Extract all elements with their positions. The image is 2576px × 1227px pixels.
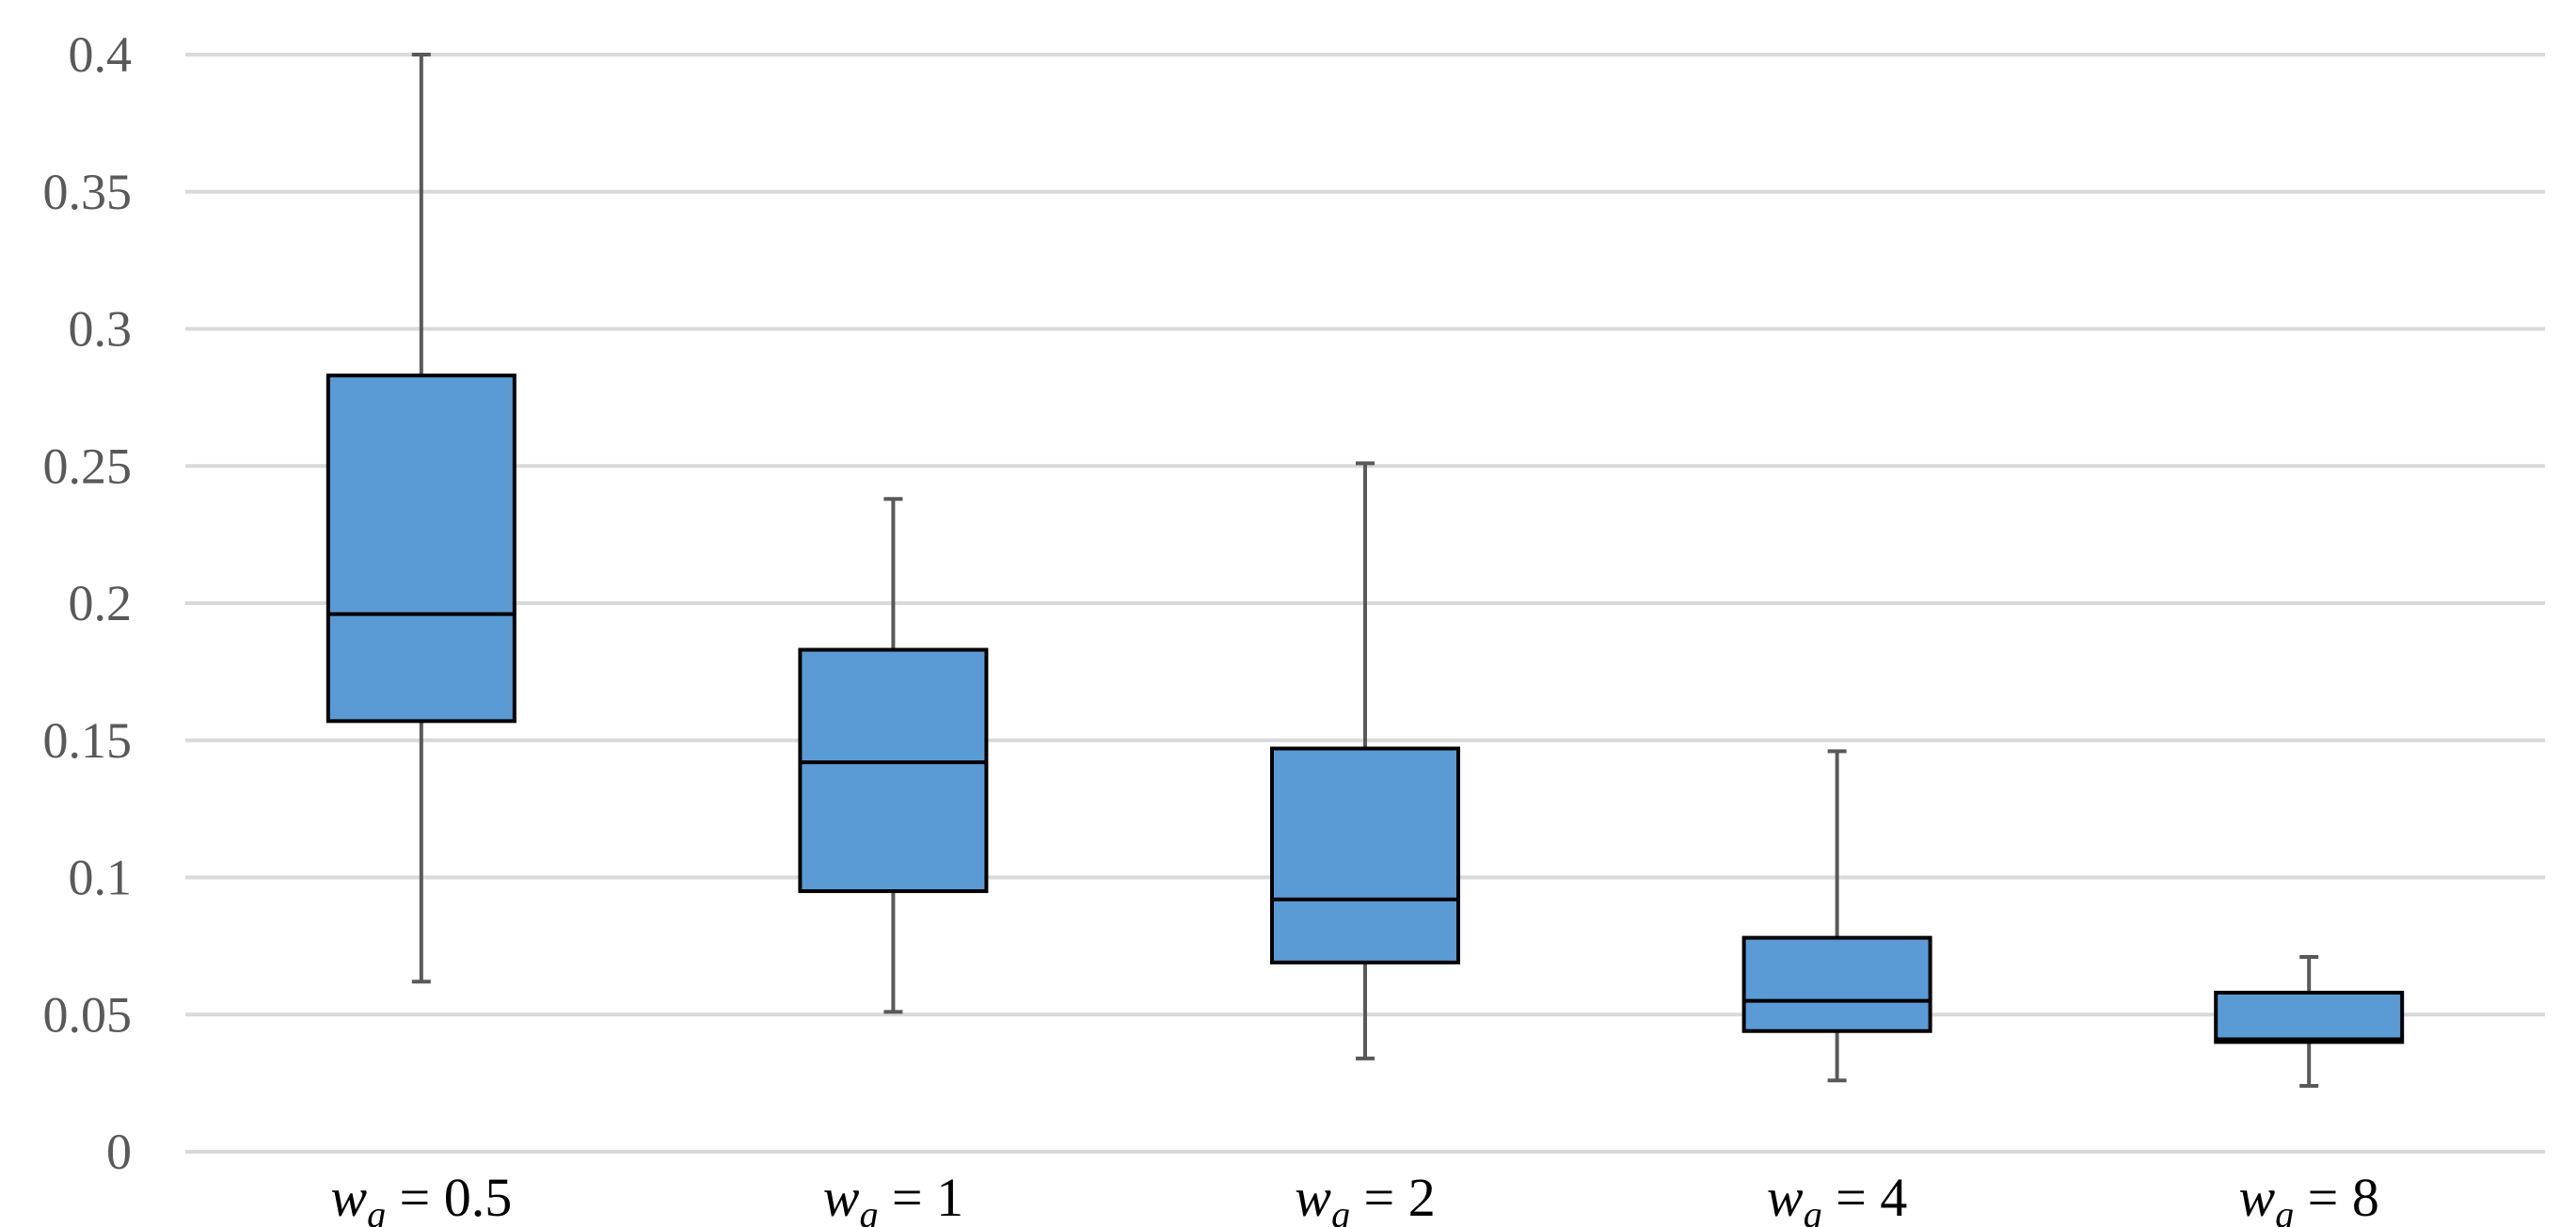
x-tick-relation: = (1822, 1167, 1881, 1227)
x-tick-var: w (1295, 1167, 1331, 1227)
y-tick-label: 0.3 (69, 301, 133, 358)
y-tick-label: 0.25 (43, 438, 133, 494)
boxes (326, 53, 2405, 1089)
x-tick-label: wg = 0.5 (330, 1167, 512, 1227)
x-tick-var: w (1767, 1167, 1804, 1227)
x-tick-var: w (330, 1167, 367, 1227)
iqr-box (1270, 746, 1460, 964)
x-tick-relation: = (2294, 1167, 2352, 1227)
iqr-box (2214, 990, 2405, 1044)
x-tick-label: wg = 2 (1295, 1167, 1435, 1227)
x-tick-subscript: g (367, 1193, 386, 1227)
y-tick-label: 0.05 (43, 986, 133, 1043)
iqr-box (798, 647, 989, 894)
x-tick-var: w (823, 1167, 860, 1227)
x-tick-relation: = (878, 1167, 936, 1227)
x-tick-subscript: g (1804, 1193, 1822, 1227)
box-plot-item (2214, 955, 2405, 1089)
x-tick-value: 4 (1880, 1167, 1907, 1227)
x-tick-label: wg = 1 (823, 1167, 963, 1227)
x-tick-subscript: g (1331, 1193, 1350, 1227)
y-axis-ticks: 0 0.05 0.1 0.15 0.2 0.25 0.3 0.35 0.4 (43, 26, 133, 1180)
y-tick-label: 0.2 (69, 575, 133, 631)
box-plot-item (1270, 461, 1460, 1060)
y-tick-label: 0.4 (69, 26, 133, 83)
x-tick-label: wg = 4 (1767, 1167, 1907, 1227)
iqr-box (326, 374, 517, 724)
box-plot-item (326, 53, 517, 984)
x-tick-var: w (2238, 1167, 2275, 1227)
x-tick-subscript: g (2275, 1193, 2294, 1227)
x-tick-value: 2 (1408, 1167, 1436, 1227)
y-tick-label: 0.1 (69, 850, 133, 906)
x-axis-ticks: wg = 0.5 wg = 1 wg = 2 wg = 4 wg = 8 (330, 1167, 2379, 1227)
x-tick-relation: = (1350, 1167, 1408, 1227)
y-tick-label: 0.15 (43, 712, 133, 769)
box-plot-item (798, 497, 989, 1014)
x-tick-label: wg = 8 (2238, 1167, 2378, 1227)
y-tick-label: 0 (106, 1123, 132, 1180)
y-tick-label: 0.35 (43, 164, 133, 220)
x-tick-subscript: g (859, 1193, 878, 1227)
x-tick-value: 1 (936, 1167, 963, 1227)
iqr-box (1741, 935, 1932, 1033)
box-plot-item (1741, 749, 1932, 1083)
x-tick-value: 0.5 (444, 1167, 513, 1227)
x-tick-value: 8 (2352, 1167, 2379, 1227)
x-tick-relation: = (386, 1167, 444, 1227)
